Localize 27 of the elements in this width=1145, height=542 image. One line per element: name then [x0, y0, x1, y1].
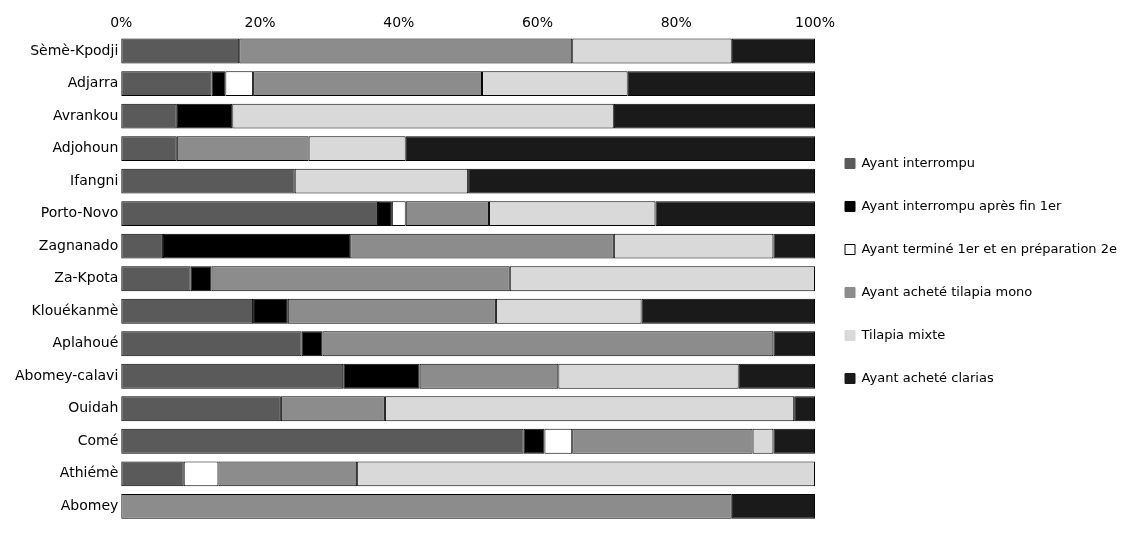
- y-tick-label: Klouékanmè: [31, 301, 119, 318]
- x-tick-label: 40%: [383, 14, 415, 31]
- y-tick-label: Aplahoué: [52, 334, 119, 351]
- y-tick-label: Za-Kpota: [54, 269, 119, 286]
- y-tick-label: Zagnanado: [38, 236, 119, 253]
- x-tick-label: 20%: [244, 14, 276, 31]
- x-tick-label: 80%: [660, 14, 692, 31]
- y-tick-label: Ifangni: [70, 171, 119, 188]
- legend-label: Ayant acheté clarias: [861, 369, 994, 385]
- legend-label: Tilapia mixte: [860, 326, 946, 342]
- legend-label: Ayant interrompu: [861, 154, 975, 170]
- legend-label: Ayant acheté tilapia mono: [861, 283, 1033, 299]
- y-tick-label: Adjohoun: [52, 139, 119, 156]
- x-tick-label: 0%: [110, 14, 133, 31]
- y-tick-label: Athiémè: [59, 464, 119, 481]
- y-tick-label: Porto-Novo: [40, 204, 119, 221]
- y-tick-label: Adjarra: [67, 74, 119, 91]
- y-tick-label: Comé: [77, 431, 119, 448]
- y-tick-label: Abomey: [60, 496, 119, 513]
- y-tick-label: Avrankou: [52, 106, 119, 123]
- x-tick-label: 100%: [795, 14, 836, 31]
- y-tick-label: Ouidah: [68, 399, 119, 416]
- legend-label: Ayant terminé 1er et en préparation 2e: [861, 240, 1117, 256]
- legend-label: Ayant interrompu après fin 1er: [861, 197, 1063, 213]
- x-tick-label: 60%: [521, 14, 554, 31]
- y-tick-label: Sèmè-Kpodji: [30, 41, 119, 58]
- y-tick-label: Abomey-calavi: [14, 366, 119, 383]
